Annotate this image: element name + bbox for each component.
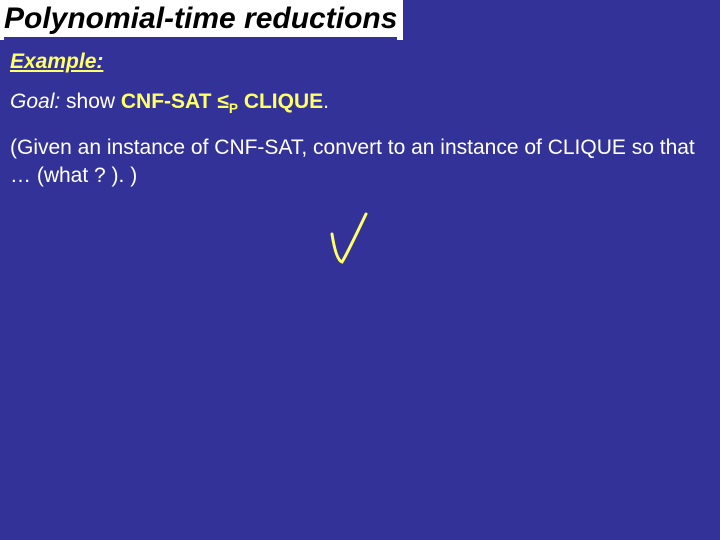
description-text: (Given an instance of CNF-SAT, convert t… (10, 134, 710, 191)
example-label: Example: (10, 50, 710, 74)
checkmark-path (332, 214, 366, 262)
slide-title: Polynomial-time reductions (4, 2, 397, 40)
goal-line: Goal: show CNF-SAT ≤P CLIQUE. (10, 90, 710, 116)
slide-content: Example: Goal: show CNF-SAT ≤P CLIQUE. (… (0, 40, 720, 191)
goal-rhs: CLIQUE (244, 90, 323, 113)
goal-prefix: Goal: (10, 90, 66, 113)
goal-period: . (323, 90, 329, 113)
goal-show: show (66, 90, 121, 113)
goal-op: ≤ (211, 90, 228, 113)
goal-op-sub: P (229, 101, 238, 116)
title-container: Polynomial-time reductions (0, 0, 403, 40)
goal-lhs: CNF-SAT (121, 90, 212, 113)
checkmark-icon (320, 212, 374, 268)
